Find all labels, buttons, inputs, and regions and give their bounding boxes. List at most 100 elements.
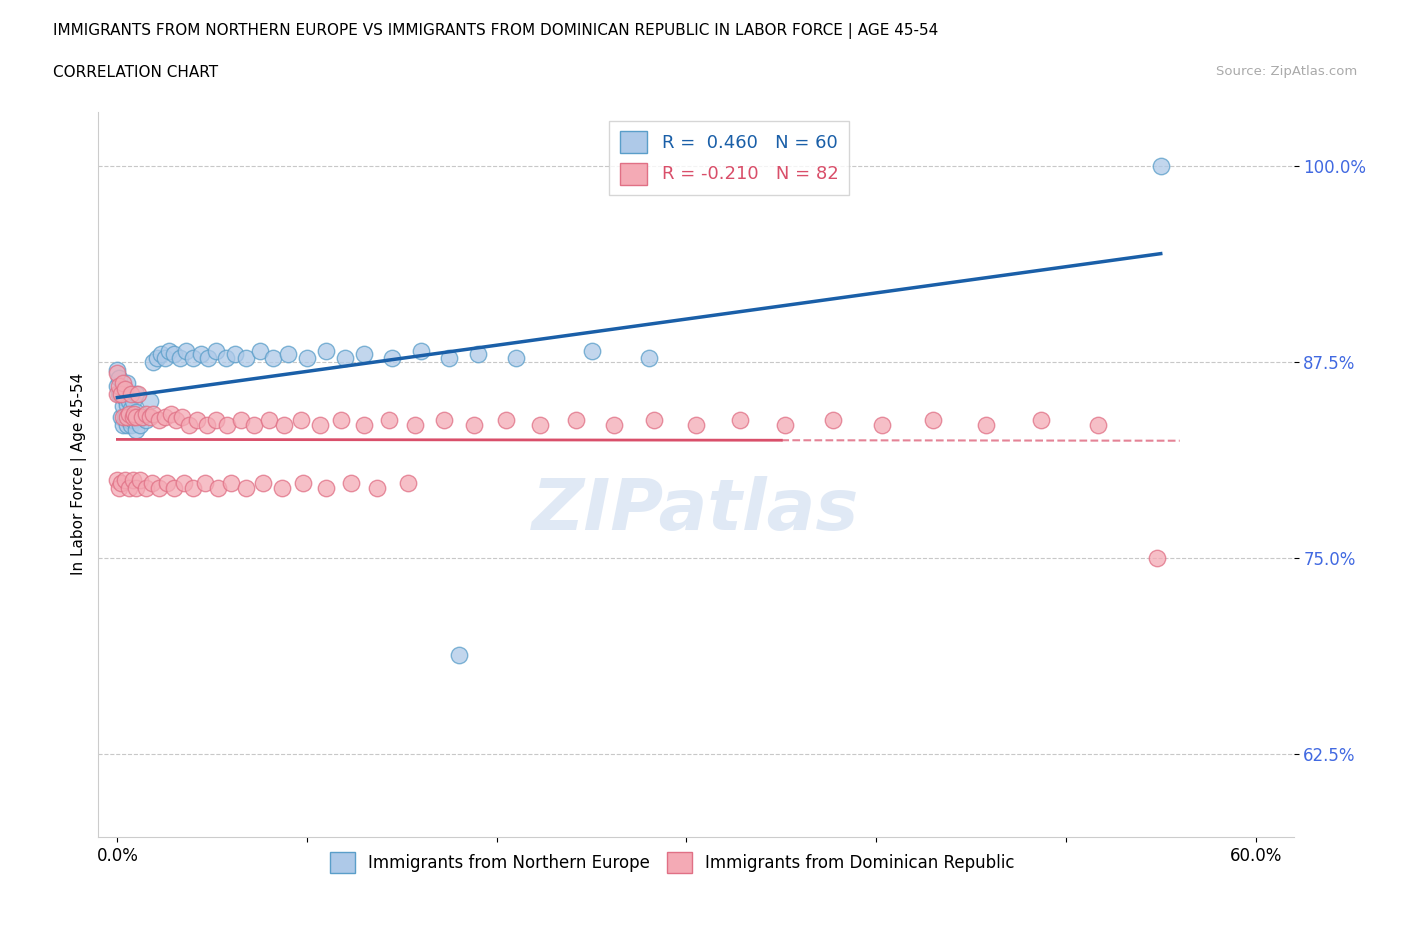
Point bbox=[271, 480, 294, 495]
Point bbox=[114, 391, 136, 405]
Point bbox=[603, 418, 626, 432]
Point bbox=[207, 480, 229, 495]
Point bbox=[404, 418, 426, 432]
Point bbox=[565, 413, 588, 428]
Point bbox=[112, 381, 135, 396]
Y-axis label: In Labor Force | Age 45-54: In Labor Force | Age 45-54 bbox=[72, 373, 87, 576]
Point bbox=[150, 347, 173, 362]
Point bbox=[290, 413, 312, 428]
Point bbox=[235, 350, 257, 365]
Point bbox=[257, 413, 280, 428]
Point bbox=[110, 475, 132, 490]
Point bbox=[219, 475, 242, 490]
Point bbox=[467, 347, 489, 362]
Point bbox=[159, 406, 181, 421]
Point bbox=[138, 410, 160, 425]
Text: ZIPatlas: ZIPatlas bbox=[533, 476, 859, 545]
Point bbox=[108, 379, 131, 393]
Point bbox=[1031, 413, 1053, 428]
Point bbox=[114, 381, 136, 396]
Point bbox=[114, 472, 136, 487]
Point bbox=[447, 648, 470, 663]
Point bbox=[170, 410, 193, 425]
Point bbox=[381, 350, 404, 365]
Point bbox=[292, 475, 315, 490]
Point bbox=[252, 475, 274, 490]
Point bbox=[138, 394, 160, 409]
Point bbox=[125, 386, 148, 401]
Point bbox=[121, 410, 143, 425]
Point bbox=[463, 418, 485, 432]
Point bbox=[115, 397, 138, 412]
Point bbox=[377, 413, 399, 428]
Point bbox=[115, 375, 138, 390]
Point bbox=[637, 350, 659, 365]
Point bbox=[262, 350, 284, 365]
Point bbox=[120, 418, 142, 432]
Point bbox=[205, 344, 228, 359]
Point bbox=[129, 418, 152, 432]
Point bbox=[181, 480, 204, 495]
Point bbox=[728, 413, 751, 428]
Point bbox=[131, 410, 153, 425]
Point bbox=[105, 386, 128, 401]
Point bbox=[146, 350, 169, 365]
Point bbox=[120, 386, 142, 401]
Point bbox=[217, 418, 239, 432]
Point bbox=[174, 344, 197, 359]
Point bbox=[110, 386, 132, 401]
Point bbox=[315, 344, 337, 359]
Point bbox=[870, 418, 893, 432]
Point bbox=[112, 410, 135, 425]
Point bbox=[433, 413, 456, 428]
Point bbox=[118, 406, 141, 421]
Point bbox=[110, 410, 132, 425]
Point bbox=[169, 350, 191, 365]
Point bbox=[142, 406, 165, 421]
Point bbox=[114, 410, 136, 425]
Point bbox=[974, 418, 997, 432]
Point bbox=[179, 418, 201, 432]
Point bbox=[112, 375, 135, 390]
Point bbox=[135, 413, 157, 428]
Point bbox=[224, 347, 246, 362]
Point bbox=[353, 347, 375, 362]
Point bbox=[195, 418, 218, 432]
Point bbox=[163, 480, 186, 495]
Point bbox=[112, 418, 135, 432]
Point bbox=[125, 422, 148, 437]
Point bbox=[205, 413, 228, 428]
Point bbox=[135, 480, 157, 495]
Point bbox=[131, 410, 153, 425]
Legend: Immigrants from Northern Europe, Immigrants from Dominican Republic: Immigrants from Northern Europe, Immigra… bbox=[323, 845, 1021, 880]
Point bbox=[243, 418, 266, 432]
Point bbox=[141, 475, 163, 490]
Point bbox=[330, 413, 353, 428]
Point bbox=[273, 418, 295, 432]
Text: IMMIGRANTS FROM NORTHERN EUROPE VS IMMIGRANTS FROM DOMINICAN REPUBLIC IN LABOR F: IMMIGRANTS FROM NORTHERN EUROPE VS IMMIG… bbox=[53, 23, 939, 39]
Point bbox=[339, 475, 361, 490]
Point bbox=[922, 413, 945, 428]
Point bbox=[353, 418, 375, 432]
Point bbox=[142, 355, 165, 370]
Point bbox=[643, 413, 665, 428]
Point bbox=[505, 350, 527, 365]
Point bbox=[153, 350, 176, 365]
Point bbox=[186, 413, 208, 428]
Point bbox=[295, 350, 318, 365]
Point bbox=[105, 379, 128, 393]
Point bbox=[125, 480, 148, 495]
Point bbox=[129, 472, 152, 487]
Point bbox=[249, 344, 271, 359]
Point bbox=[127, 386, 149, 401]
Point bbox=[115, 410, 138, 425]
Point bbox=[115, 418, 138, 432]
Point bbox=[309, 418, 332, 432]
Point bbox=[173, 475, 195, 490]
Point bbox=[194, 475, 217, 490]
Point bbox=[148, 480, 170, 495]
Point bbox=[108, 480, 131, 495]
Point bbox=[396, 475, 419, 490]
Point bbox=[121, 394, 143, 409]
Point bbox=[197, 350, 219, 365]
